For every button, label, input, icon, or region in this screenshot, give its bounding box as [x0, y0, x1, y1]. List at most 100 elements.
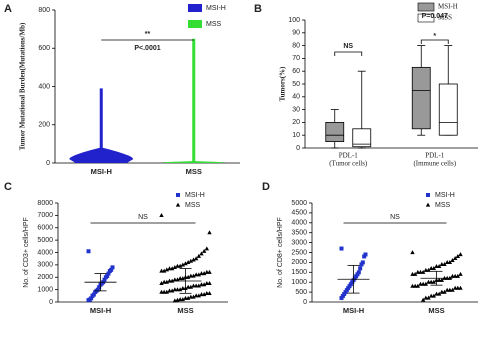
- y-tick-label: 0: [49, 299, 53, 306]
- point: [167, 288, 172, 293]
- y-tick-label: 10: [292, 132, 300, 139]
- panel-label: C: [4, 181, 12, 193]
- point: [444, 260, 450, 264]
- point: [185, 284, 191, 289]
- y-tick-label: 50: [292, 81, 300, 88]
- box: [438, 83, 458, 136]
- bracket: [420, 39, 449, 44]
- x-tick-label: MSS: [177, 306, 193, 315]
- y-tick-label: 0: [303, 299, 307, 306]
- y-tick-label: 1000: [37, 286, 53, 293]
- legend-marker: [176, 193, 180, 197]
- point: [172, 298, 178, 303]
- y-tick-label: 5000: [37, 237, 53, 244]
- point: [102, 277, 107, 282]
- y-tick-label: 800: [38, 7, 50, 14]
- y-tick-label: 70: [292, 55, 300, 62]
- panel-label: D: [262, 181, 270, 193]
- point: [204, 290, 210, 295]
- x-tick-label: (Immune cells): [413, 160, 456, 168]
- annotation: P<.0001: [134, 45, 160, 52]
- x-tick-label: (Tumor cells): [329, 160, 368, 168]
- point: [452, 285, 458, 290]
- point: [415, 269, 421, 274]
- panel-label: B: [254, 3, 262, 15]
- point: [455, 254, 461, 259]
- point: [199, 271, 204, 276]
- point: [426, 279, 431, 284]
- point: [188, 258, 194, 263]
- legend-marker: [426, 193, 430, 197]
- point: [93, 290, 98, 295]
- point: [359, 262, 364, 267]
- box: [352, 128, 372, 148]
- y-tick-label: 4500: [291, 210, 307, 217]
- x-tick-label: MSS: [186, 167, 202, 176]
- legend-swatch: [417, 2, 435, 12]
- point: [434, 263, 439, 268]
- legend-label: MSS: [438, 14, 452, 22]
- point: [410, 250, 415, 255]
- point: [177, 297, 183, 302]
- point: [185, 260, 191, 264]
- y-tick-label: 4000: [291, 220, 307, 227]
- y-tick-label: 7000: [37, 212, 53, 219]
- x-tick-label: MSI-H: [90, 306, 111, 315]
- y-tick-label: 400: [38, 83, 50, 90]
- legend-swatch: [417, 13, 435, 23]
- point: [167, 266, 172, 271]
- legend-marker: [175, 202, 181, 207]
- point: [410, 283, 415, 288]
- point: [86, 298, 91, 303]
- x-tick-label: PDL-1: [425, 152, 445, 160]
- legend-label: MSS: [185, 202, 201, 209]
- legend-label: MSI-H: [206, 5, 226, 12]
- panel-label: A: [4, 3, 12, 15]
- point: [458, 271, 463, 276]
- point: [423, 295, 429, 300]
- y-tick-label: 3000: [291, 239, 307, 246]
- point: [193, 272, 199, 277]
- point: [428, 265, 434, 270]
- point: [175, 297, 180, 302]
- point: [172, 287, 178, 292]
- point: [204, 269, 210, 274]
- legend-label: MSI-H: [185, 192, 205, 199]
- point: [183, 261, 188, 266]
- point: [450, 273, 455, 278]
- annotation: *: [433, 33, 436, 40]
- y-tick-label: 2000: [37, 274, 53, 281]
- x-tick-label: MSS: [428, 306, 444, 315]
- point: [86, 249, 91, 254]
- y-tick-label: 100: [288, 17, 300, 24]
- annotation: **: [145, 31, 151, 38]
- y-tick-label: 3500: [291, 230, 307, 237]
- annotation: NS: [138, 214, 148, 221]
- y-tick-label: 20: [292, 119, 300, 126]
- annotation: P=0.047: [422, 13, 448, 20]
- x-tick-label: PDL-1: [339, 152, 359, 160]
- y-tick-label: 60: [292, 68, 300, 75]
- y-tick-label: 0: [46, 160, 50, 167]
- y-tick-label: 500: [295, 289, 307, 296]
- box: [325, 122, 345, 143]
- point: [103, 275, 108, 280]
- point: [161, 279, 167, 284]
- point: [193, 293, 199, 298]
- point: [172, 277, 178, 282]
- y-tick-label: 1500: [291, 269, 307, 276]
- violin: [161, 38, 226, 163]
- point: [159, 268, 164, 273]
- y-tick-label: 30: [292, 106, 300, 113]
- point: [90, 293, 95, 298]
- y-tick-label: 90: [292, 30, 300, 37]
- point: [420, 297, 426, 302]
- point: [196, 253, 202, 258]
- point: [423, 267, 429, 272]
- y-tick-label: 3000: [37, 262, 53, 269]
- point: [199, 282, 204, 287]
- y-tick-label: 40: [292, 94, 300, 101]
- y-tick-label: 0: [296, 145, 300, 152]
- point: [199, 292, 204, 297]
